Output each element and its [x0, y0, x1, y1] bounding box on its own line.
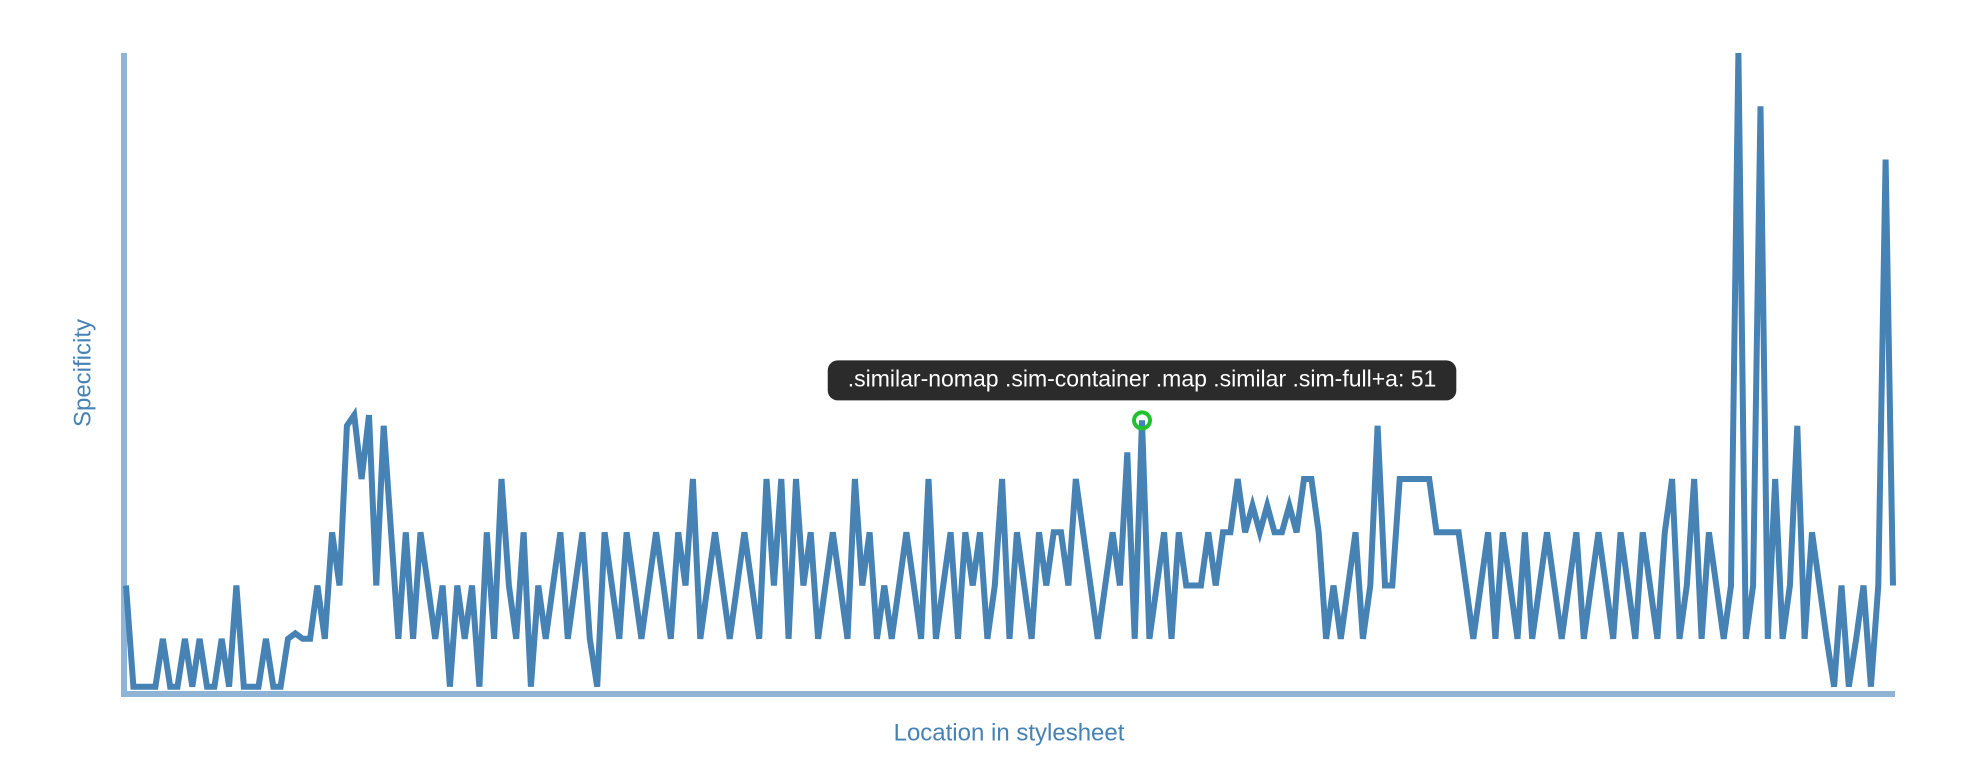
- tooltip: .similar-nomap .sim-container .map .simi…: [827, 360, 1457, 401]
- tooltip-text: .similar-nomap .sim-container .map .simi…: [848, 366, 1437, 392]
- x-axis: [121, 691, 1895, 697]
- tooltip-box: [827, 360, 1457, 401]
- data-line: [123, 52, 1896, 690]
- x-axis-label: Location in stylesheet: [894, 719, 1125, 746]
- y-axis-label: Specificity: [69, 319, 96, 427]
- y-axis: [121, 53, 127, 696]
- highlight-point: [1132, 410, 1153, 431]
